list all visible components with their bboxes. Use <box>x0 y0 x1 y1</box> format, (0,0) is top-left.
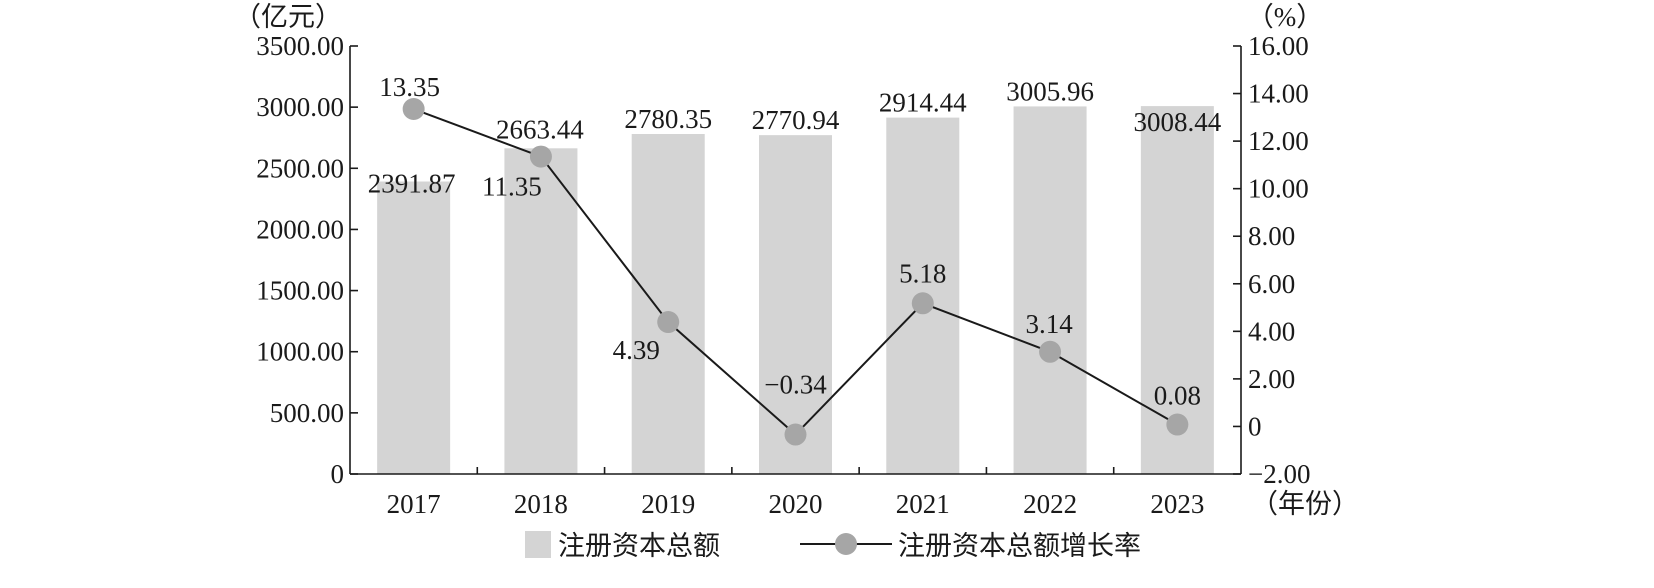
legend-bar-label: 注册资本总额 <box>558 531 720 561</box>
right-tick-label: 14.00 <box>1248 79 1309 109</box>
left-tick-label: 2000.00 <box>256 214 344 244</box>
right-tick-label: 10.00 <box>1248 174 1309 204</box>
data-labels: 2391.87 2663.44 2780.35 2770.94 2914.44 3005.… <box>368 72 1222 411</box>
bar-2020 <box>759 135 832 474</box>
legend-line-marker <box>835 533 857 555</box>
line-point-2020 <box>784 423 807 446</box>
line-value-label: −0.34 <box>764 370 827 400</box>
left-tick-label: 500.00 <box>270 398 344 428</box>
left-tick-label: 3500.00 <box>256 31 344 61</box>
right-tick-label: 12.00 <box>1248 126 1309 156</box>
bar-value-label: 3005.96 <box>1006 76 1094 106</box>
right-tick-label: 8.00 <box>1248 221 1295 251</box>
line-point-2022 <box>1039 340 1062 363</box>
bar-value-label: 2770.94 <box>752 105 840 135</box>
x-axis-unit: （年份） <box>1251 489 1359 519</box>
left-tick-label: 1000.00 <box>256 337 344 367</box>
line-value-label: 0.08 <box>1154 381 1201 411</box>
line-point-2021 <box>911 292 934 315</box>
bar-2018 <box>504 148 578 475</box>
line-value-label: 11.35 <box>482 172 542 202</box>
bar-2017 <box>377 181 451 474</box>
legend: 注册资本总额 注册资本总额增长率 <box>525 531 1141 561</box>
x-tick-label: 2018 <box>514 489 568 519</box>
right-tick-label: 0 <box>1248 411 1262 441</box>
legend-line-label: 注册资本总额增长率 <box>898 531 1141 561</box>
line-value-label: 13.35 <box>379 72 440 102</box>
line-point-2023 <box>1166 413 1189 436</box>
line-point-2017 <box>402 98 425 121</box>
right-tick-label: −2.00 <box>1248 459 1310 489</box>
left-tick-label: 2500.00 <box>256 153 344 183</box>
line-point-2018 <box>529 145 552 168</box>
right-tick-label: 6.00 <box>1248 269 1295 299</box>
x-tick-label: 2017 <box>387 489 441 519</box>
bar-value-label: 3008.44 <box>1133 107 1221 137</box>
x-tick-label: 2021 <box>896 489 950 519</box>
x-tick-label: 2023 <box>1150 489 1204 519</box>
bar-value-label: 2391.87 <box>368 169 456 199</box>
left-tick-label: 3000.00 <box>256 92 344 122</box>
bar-value-label: 2914.44 <box>879 88 967 118</box>
left-tick-label: 0 <box>331 459 345 489</box>
line-series <box>402 98 1189 446</box>
line-value-label: 3.14 <box>1025 309 1073 339</box>
bar-value-label: 2780.35 <box>624 104 712 134</box>
bar-2023 <box>1140 106 1214 474</box>
x-tick-label: 2020 <box>769 489 823 519</box>
bar-2022 <box>1013 106 1087 474</box>
legend-bar-swatch <box>525 531 551 558</box>
left-axis-unit: （亿元） <box>234 2 342 32</box>
axes: 0 500.00 1000.00 1500.00 2000.00 2500.00 3000.… <box>234 2 1359 519</box>
right-tick-label: 4.00 <box>1248 316 1295 346</box>
right-tick-label: 2.00 <box>1248 364 1295 394</box>
bar-series <box>377 106 1214 475</box>
x-tick-label: 2019 <box>641 489 695 519</box>
line-point-2019 <box>657 311 680 334</box>
bar-2019 <box>631 134 705 474</box>
x-tick-label: 2022 <box>1023 489 1077 519</box>
line-value-label: 5.18 <box>899 258 946 288</box>
right-axis-unit: （%） <box>1247 2 1324 32</box>
left-tick-label: 1500.00 <box>256 276 344 306</box>
line-value-label: 4.39 <box>613 335 660 365</box>
bar-value-label: 2663.44 <box>496 114 584 144</box>
right-tick-label: 16.00 <box>1248 31 1309 61</box>
